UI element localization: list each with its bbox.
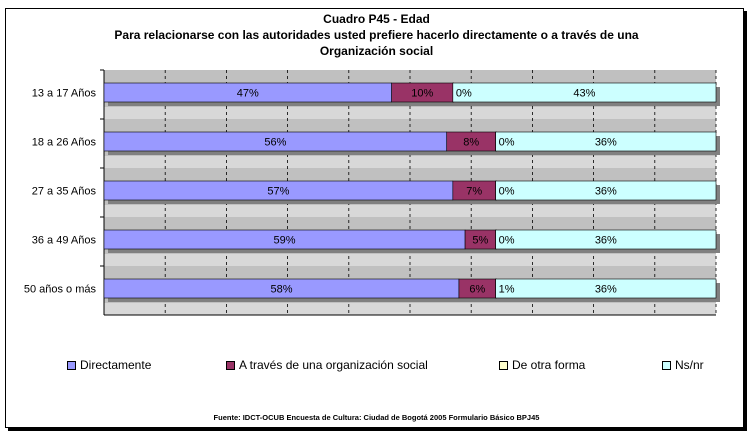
legend-label-organizacion-social: A través de una organización social (239, 358, 428, 372)
chart-title-block: Cuadro P45 - Edad Para relacionarse con … (0, 11, 753, 59)
legend-item-organizacion-social: A través de una organización social (226, 358, 428, 372)
data-label: 8% (463, 137, 479, 149)
data-label: 56% (264, 137, 286, 149)
bar-segment (495, 229, 717, 250)
legend-swatch-organizacion-social (226, 360, 235, 370)
data-label: 36% (595, 137, 617, 149)
data-label: 7% (466, 186, 482, 198)
legend-item-otra-forma: De otra forma (499, 358, 585, 372)
bar-segment (495, 180, 717, 201)
plot-band (104, 254, 716, 266)
data-label: 10% (411, 88, 433, 100)
legend: Directamente A través de una organizació… (0, 358, 753, 376)
category-label: 36 a 49 Años (32, 235, 97, 247)
data-label: 36% (595, 235, 617, 247)
data-label: 36% (595, 284, 617, 296)
data-label: 5% (472, 235, 488, 247)
plot-band (104, 205, 716, 217)
legend-swatch-directamente (67, 360, 76, 370)
data-label: 59% (274, 235, 296, 247)
data-label: 0% (499, 137, 515, 149)
legend-swatch-nsnr (662, 360, 671, 370)
category-label: 13 a 17 Años (32, 88, 97, 100)
legend-label-nsnr: Ns/nr (675, 358, 704, 372)
bar-segment (495, 131, 717, 152)
data-label: 6% (469, 284, 485, 296)
legend-item-nsnr: Ns/nr (662, 358, 704, 372)
data-label: 36% (595, 186, 617, 198)
source-note: Fuente: IDCT-OCUB Encuesta de Cultura: C… (213, 413, 540, 422)
bar-segment (452, 82, 717, 103)
data-label: 47% (237, 88, 259, 100)
legend-label-directamente: Directamente (80, 358, 152, 372)
data-label: 58% (270, 284, 292, 296)
legend-swatch-otra-forma (499, 360, 508, 370)
data-label: 0% (499, 235, 515, 247)
category-label: 50 años o más (24, 284, 97, 296)
data-label: 43% (573, 88, 595, 100)
bar-segment (495, 278, 717, 299)
plot-band (104, 303, 716, 315)
category-label: 27 a 35 Años (32, 186, 97, 198)
data-label: 57% (267, 186, 289, 198)
legend-item-directamente: Directamente (67, 358, 151, 372)
chart-subtitle-line-2: Organización social (319, 44, 434, 58)
chart-subtitle-line-1: Para relacionarse con las autoridades us… (114, 28, 639, 42)
chart-title: Cuadro P45 - Edad (323, 12, 430, 26)
legend-label-otra-forma: De otra forma (512, 358, 586, 372)
category-label: 18 a 26 Años (32, 137, 97, 149)
data-label: 1% (499, 284, 515, 296)
data-label: 0% (499, 186, 515, 198)
data-label: 0% (456, 88, 472, 100)
